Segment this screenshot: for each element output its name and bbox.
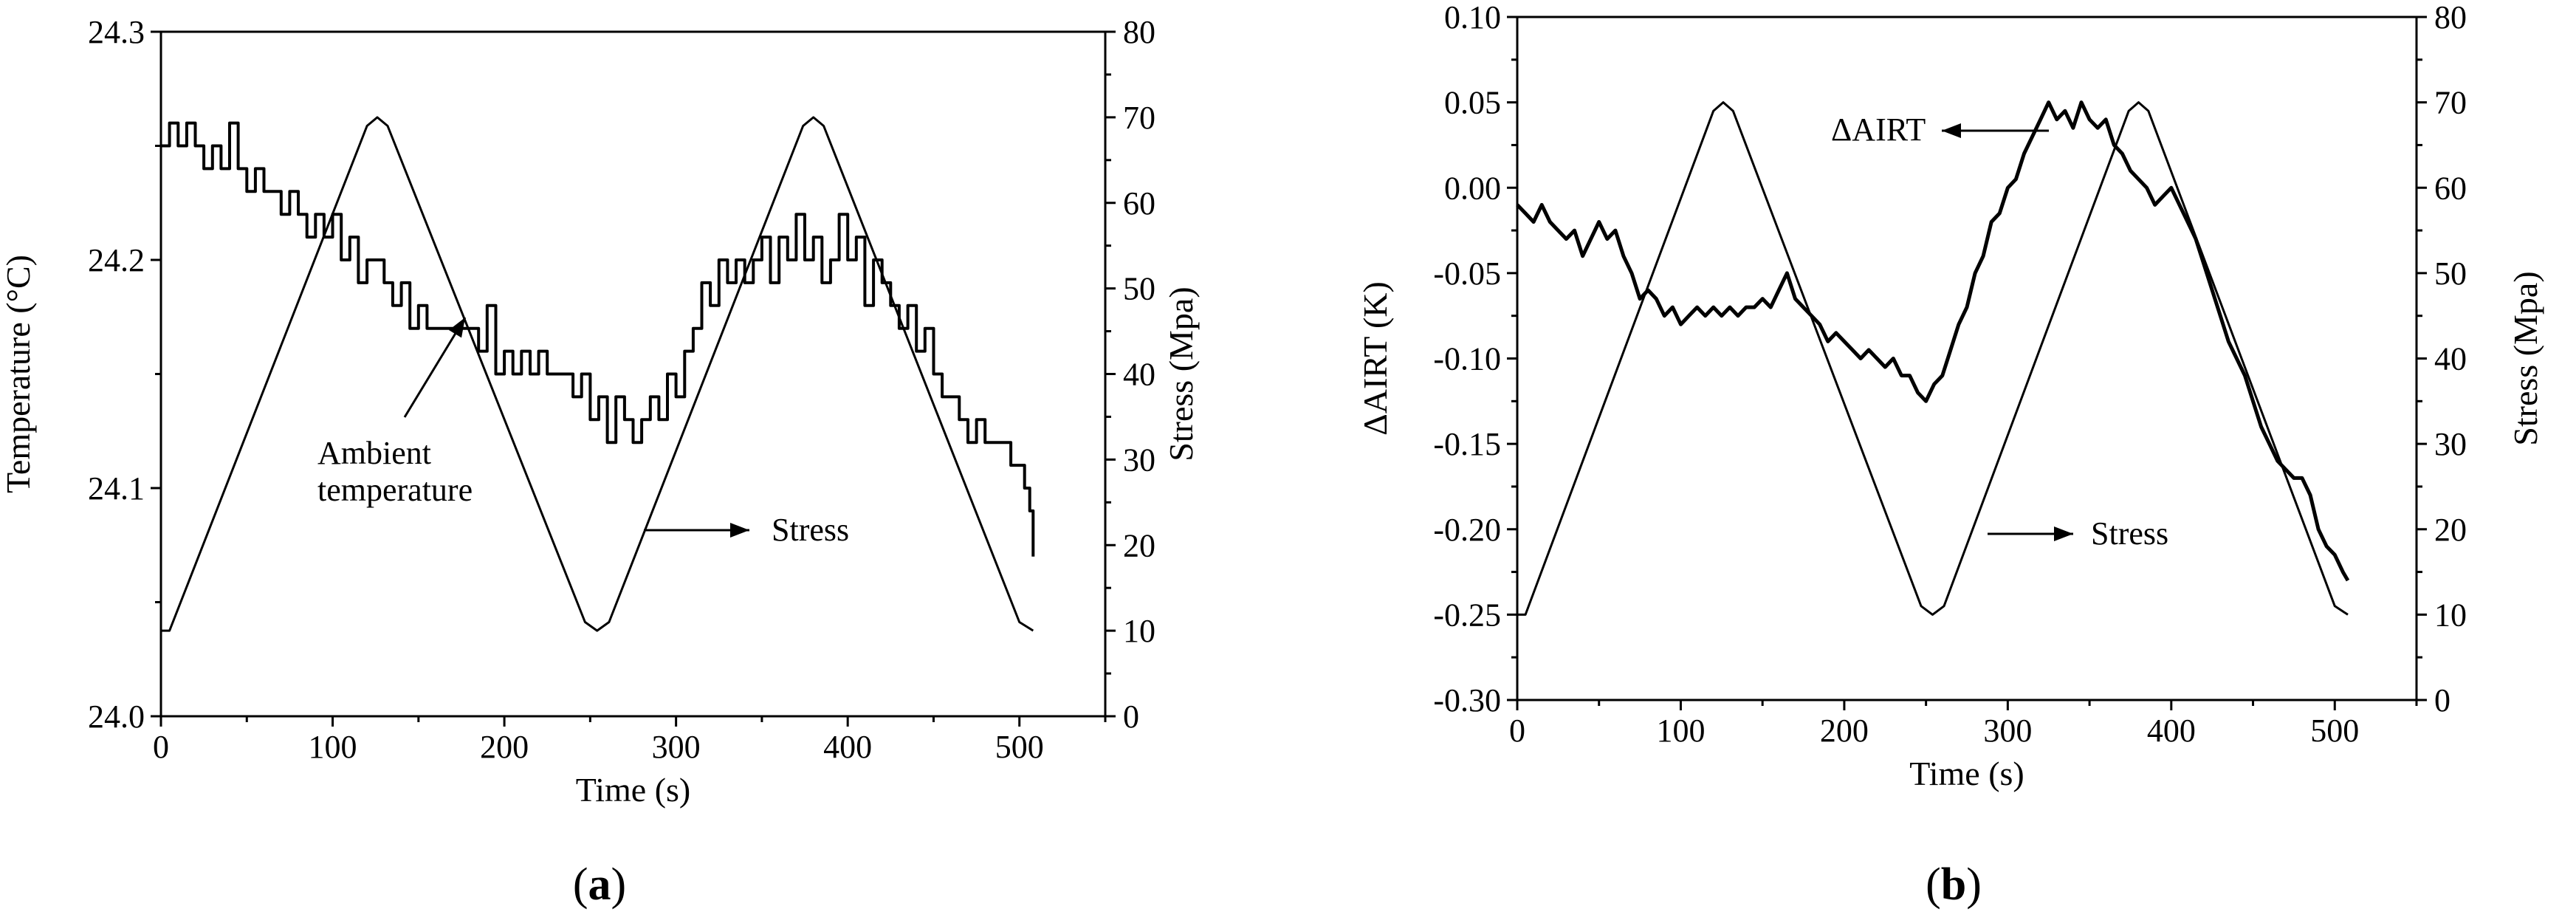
x-tick-label: 300 [652, 729, 701, 765]
y-tick-label: 0.00 [1444, 170, 1501, 206]
annotation-arrow-head [1942, 123, 1961, 138]
y2-tick-label: 20 [1123, 527, 1155, 563]
annotation-arrow-head [2054, 526, 2073, 541]
annotation-label: ΔAIRT [1831, 111, 1926, 148]
y-tick-label: 24.3 [88, 14, 145, 50]
series-line-main [1516, 100, 2350, 582]
y2-tick-label: 50 [2434, 255, 2467, 292]
x-tick-label: 200 [1820, 713, 1869, 749]
y2-tick-label: 0 [2434, 682, 2450, 718]
y-tick-label: 24.0 [88, 699, 145, 735]
annotation-label: Stress [772, 512, 849, 548]
y2-axis-title: Stress (Mpa) [1162, 286, 1200, 461]
y-tick-label: 0.05 [1444, 85, 1501, 121]
y2-tick-label: 50 [1123, 271, 1155, 307]
series-line-stress [161, 116, 1034, 632]
x-tick-label: 100 [309, 729, 357, 765]
y-tick-label: 24.1 [88, 470, 145, 507]
y2-tick-label: 70 [2434, 85, 2467, 121]
x-tick-label: 400 [823, 729, 872, 765]
y-tick-label: -0.30 [1433, 682, 1501, 718]
y2-tick-label: 20 [2434, 512, 2467, 548]
x-tick-label: 0 [1509, 713, 1525, 749]
x-axis-title: Time (s) [1909, 755, 2024, 792]
y2-tick-label: 80 [2434, 0, 2467, 35]
y2-tick-label: 60 [1123, 185, 1155, 222]
y2-tick-label: 40 [2434, 341, 2467, 377]
annotation-label: Ambient [317, 435, 431, 471]
y2-tick-label: 10 [2434, 597, 2467, 633]
plot-frame [159, 30, 1107, 718]
annotation-label: temperature [317, 472, 473, 508]
y2-tick-label: 70 [1123, 100, 1155, 136]
y2-tick-label: 80 [1123, 14, 1155, 50]
chart-panel-a: 0 100 200 300 400 500 24.0 24.1 24.2 24.3 0 10 20 30 4… [0, 14, 1200, 809]
y2-tick-label: 40 [1123, 357, 1155, 393]
x-tick-label: 100 [1656, 713, 1705, 749]
annotation-arrow-line [403, 317, 467, 418]
y-tick-label: -0.05 [1433, 255, 1501, 292]
y2-tick-label: 60 [2434, 170, 2467, 206]
y-tick-label: 0.10 [1444, 0, 1501, 35]
annotation-arrow-head [730, 523, 749, 538]
y-tick-label: 24.2 [88, 242, 145, 278]
annotation-label: Stress [2091, 515, 2168, 552]
x-tick-label: 200 [480, 729, 529, 765]
series-line-main [161, 121, 1035, 557]
plot-frame [1516, 16, 2418, 701]
y2-tick-label: 0 [1123, 699, 1139, 735]
x-tick-label: 300 [1983, 713, 2032, 749]
y-axis-title: ΔAIRT (K) [1356, 281, 1394, 436]
panel-label-a: (a) [573, 859, 626, 910]
y-tick-label: -0.20 [1433, 512, 1501, 548]
y-tick-label: -0.15 [1433, 426, 1501, 462]
annotation-arrow-head [448, 318, 465, 338]
series-line-stress [1517, 101, 2349, 616]
y-tick-label: -0.10 [1433, 341, 1501, 377]
y2-tick-label: 30 [2434, 426, 2467, 462]
x-tick-label: 500 [2310, 713, 2359, 749]
x-tick-label: 0 [153, 729, 169, 765]
panel-label-b: (b) [1926, 859, 1982, 910]
y2-tick-label: 10 [1123, 613, 1155, 649]
y2-tick-label: 30 [1123, 442, 1155, 478]
y2-axis-title: Stress (Mpa) [2507, 271, 2544, 445]
y-axis-title: Temperature (°C) [0, 255, 37, 493]
chart-panel-b: 0 100 200 300 400 500-0.30-0.25-0.20-0.15-0.1… [1356, 0, 2544, 792]
x-tick-label: 400 [2147, 713, 2196, 749]
y-tick-label: -0.25 [1433, 597, 1501, 633]
x-tick-label: 500 [995, 729, 1044, 765]
x-axis-title: Time (s) [576, 771, 691, 809]
